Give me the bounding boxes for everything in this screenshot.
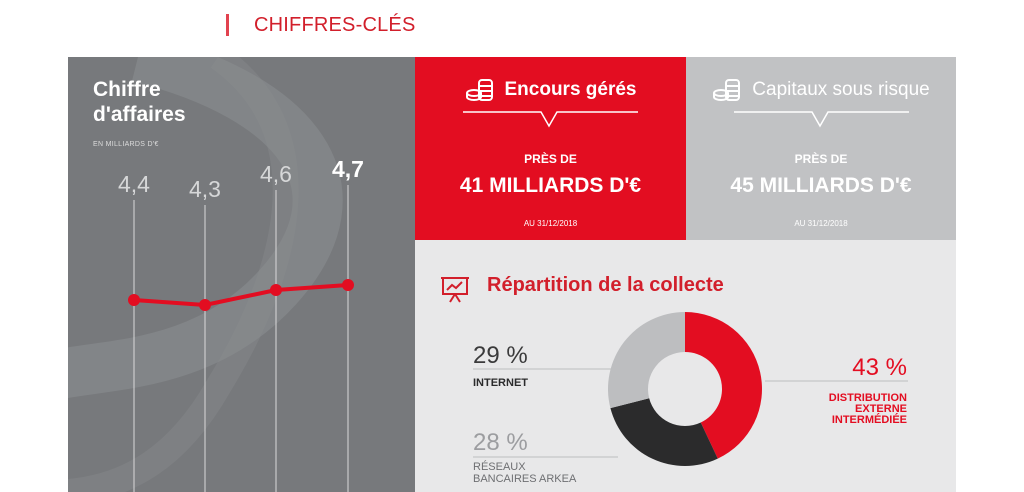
slice-category-label: INTERNET — [473, 377, 528, 389]
revenue-value-label: 4,3 — [189, 176, 221, 202]
donut-slice — [610, 398, 718, 466]
revenue-point — [128, 294, 140, 306]
slice-value-label: 28 % — [473, 429, 528, 456]
section-title: CHIFFRES-CLÉS — [254, 14, 416, 36]
revenue-value-label: 4,4 — [118, 171, 150, 197]
speech-bubble-line — [463, 111, 638, 128]
revenue-line-chart: 4,4 4,3 4,6 4,7 — [118, 156, 364, 492]
encours-heading: Encours gérés — [415, 77, 686, 103]
revenue-value-label: 4,6 — [260, 161, 292, 187]
slice-category-label: RÉSEAUX — [473, 460, 526, 473]
collecte-title: Répartition de la collecte — [487, 274, 724, 296]
revenue-value-label: 4,7 — [332, 156, 364, 182]
capitaux-heading: Capitaux sous risque — [686, 77, 956, 103]
revenue-point — [199, 299, 211, 311]
capitaux-value: 45 MILLIARDS D'€ — [730, 174, 912, 197]
decorative-swirl — [68, 57, 343, 492]
encours-date: AU 31/12/2018 — [523, 219, 578, 228]
coins-icon — [465, 79, 493, 101]
capitaux-prefix: PRÈS DE — [794, 152, 848, 166]
speech-bubble-line — [734, 111, 909, 128]
slice-category-label: BANCAIRES ARKEA — [473, 473, 577, 485]
revenue-series-line — [133, 283, 349, 308]
collecte-panel: Répartition de la collecte 43 % DISTRIBUT… — [415, 240, 956, 492]
capitaux-title: Capitaux sous risque — [752, 79, 930, 100]
slice-category-label: EXTERNE — [855, 403, 907, 415]
slice-value-label: 43 % — [852, 354, 907, 381]
revenue-title: Chiffre d'affaires — [93, 78, 186, 126]
revenue-unit: EN MILLIARDS D'€ — [93, 141, 159, 148]
capitaux-card: Capitaux sous risque PRÈS DE 45 MILLIARD… — [686, 57, 956, 240]
section-title-bar — [226, 14, 229, 36]
donut-slice — [685, 312, 762, 459]
revenue-panel: Chiffre d'affaires EN MILLIARDS D'€ 4,4 4… — [68, 57, 415, 492]
donut-slice — [608, 312, 685, 409]
revenue-point — [270, 284, 282, 296]
encours-value: 41 MILLIARDS D'€ — [459, 174, 642, 197]
slice-value-label: 29 % — [473, 342, 528, 369]
slice-category-label: DISTRIBUTION — [829, 392, 907, 404]
capitaux-date: AU 31/12/2018 — [794, 219, 848, 228]
coins-icon — [713, 79, 741, 101]
presentation-chart-icon — [441, 277, 469, 303]
encours-title: Encours gérés — [504, 79, 637, 100]
encours-prefix: PRÈS DE — [524, 152, 577, 166]
slice-category-label: INTERMÉDIÉE — [832, 413, 907, 426]
revenue-point — [342, 279, 354, 291]
encours-card: Encours gérés PRÈS DE 41 MILLIARDS D'€ A… — [415, 57, 686, 240]
